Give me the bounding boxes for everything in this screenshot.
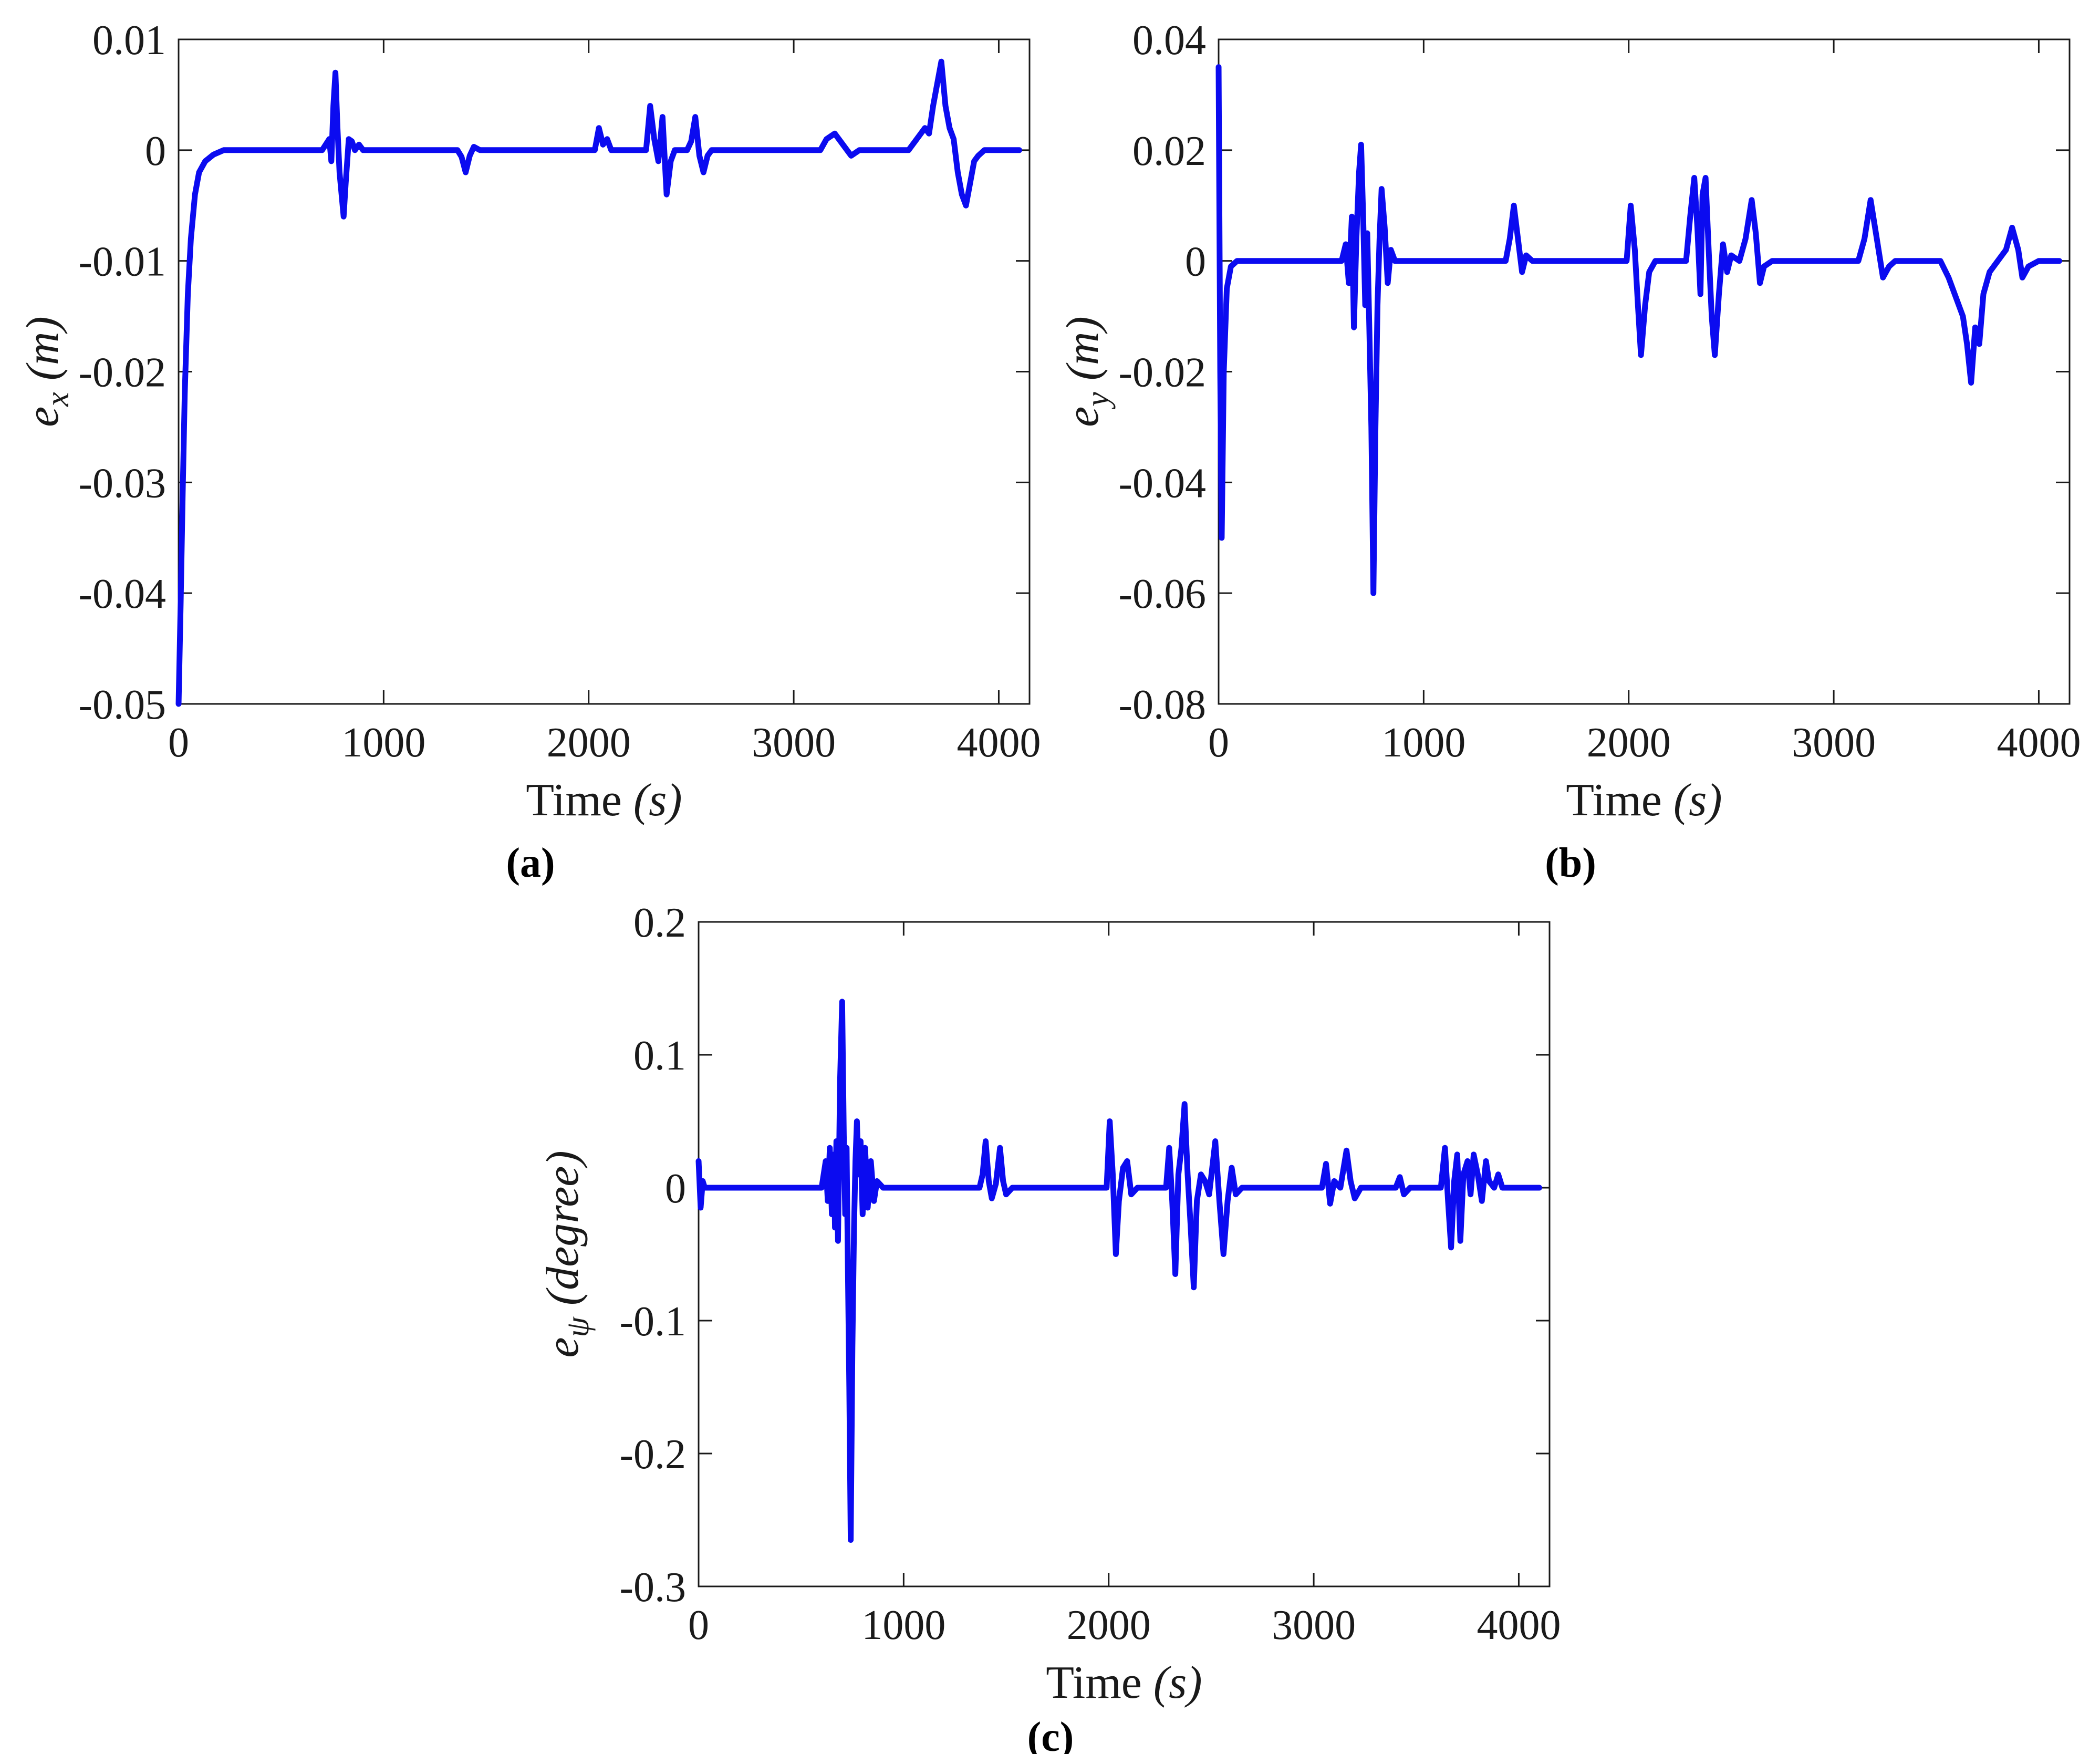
caption-a: (a)	[506, 840, 555, 886]
x-tick-label: 0	[688, 1602, 709, 1648]
chart-ey-canvas: 0 1000 2000 3000 4000 -0.08 -0.06 -0.04 -0.02 0 0.…	[1057, 17, 2081, 826]
chart-ex-panel: 0 1000 2000 3000 4000 -0.05 -0.04 -0.03 -0.02 -0.…	[11, 8, 1051, 835]
y-tick-label: -0.03	[78, 460, 166, 506]
data-series-line	[695, 999, 1542, 1543]
y-tick-label: -0.02	[78, 350, 166, 396]
y-tick-label: -0.1	[619, 1299, 686, 1345]
x-axis-label: Time (s)	[1566, 775, 1722, 826]
x-tick-label: 1000	[861, 1602, 945, 1648]
data-series-line	[175, 58, 1022, 707]
y-tick-label: -0.04	[78, 571, 166, 617]
x-axis-label: Time (s)	[526, 775, 682, 826]
x-tick-label: 0	[1208, 720, 1229, 766]
y-tick-label: -0.3	[619, 1564, 686, 1611]
x-tick-label: 3000	[752, 720, 836, 766]
y-tick-label: 0	[665, 1166, 686, 1212]
caption-b: (b)	[1545, 840, 1596, 886]
y-tick-label: -0.08	[1118, 682, 1206, 728]
y-tick-label: -0.02	[1118, 350, 1206, 396]
y-tick-label: -0.04	[1118, 460, 1206, 506]
y-tick-label: 0.01	[92, 17, 166, 64]
x-axis-label: Time (s)	[1046, 1657, 1202, 1708]
y-tick-label: 0.2	[633, 900, 686, 946]
chart-ey-panel: 0 1000 2000 3000 4000 -0.08 -0.06 -0.04 -0.02 0 0.…	[1051, 8, 2091, 835]
y-tick-label: -0.01	[78, 239, 166, 285]
y-tick-label: 0.04	[1132, 17, 1206, 64]
y-axis-label: ex (m)	[17, 316, 76, 427]
y-tick-label: -0.2	[619, 1431, 686, 1478]
x-tick-label: 1000	[1381, 720, 1465, 766]
x-tick-label: 2000	[1587, 720, 1671, 766]
y-tick-label: 0	[145, 128, 166, 174]
x-tick-label: 4000	[1997, 720, 2081, 766]
x-tick-label: 3000	[1792, 720, 1876, 766]
x-tick-label: 4000	[957, 720, 1041, 766]
y-tick-label: 0	[1185, 239, 1206, 285]
x-tick-label: 2000	[547, 720, 631, 766]
y-tick-label: 0.1	[633, 1033, 686, 1079]
chart-ex-canvas: 0 1000 2000 3000 4000 -0.05 -0.04 -0.03 -0.02 -0.…	[17, 17, 1041, 826]
x-tick-label: 4000	[1477, 1602, 1561, 1648]
x-tick-label: 1000	[341, 720, 425, 766]
x-tick-label: 2000	[1067, 1602, 1151, 1648]
chart-epsi-panel: 0 1000 2000 3000 4000 -0.3 -0.2 -0.1 0 0.1 0.2 Time…	[531, 890, 1571, 1718]
y-axis-label: ey (m)	[1057, 316, 1116, 427]
y-tick-label: -0.05	[78, 682, 166, 728]
y-tick-label: -0.06	[1118, 571, 1206, 617]
caption-c: (c)	[1027, 1714, 1074, 1754]
y-axis-label: eψ (degree)	[537, 1150, 596, 1357]
y-tick-label: 0.02	[1132, 128, 1206, 174]
chart-epsi-canvas: 0 1000 2000 3000 4000 -0.3 -0.2 -0.1 0 0.1 0.2 Time…	[537, 900, 1561, 1708]
x-tick-label: 3000	[1272, 1602, 1356, 1648]
x-tick-label: 0	[168, 720, 189, 766]
data-series-line	[1215, 64, 2062, 596]
